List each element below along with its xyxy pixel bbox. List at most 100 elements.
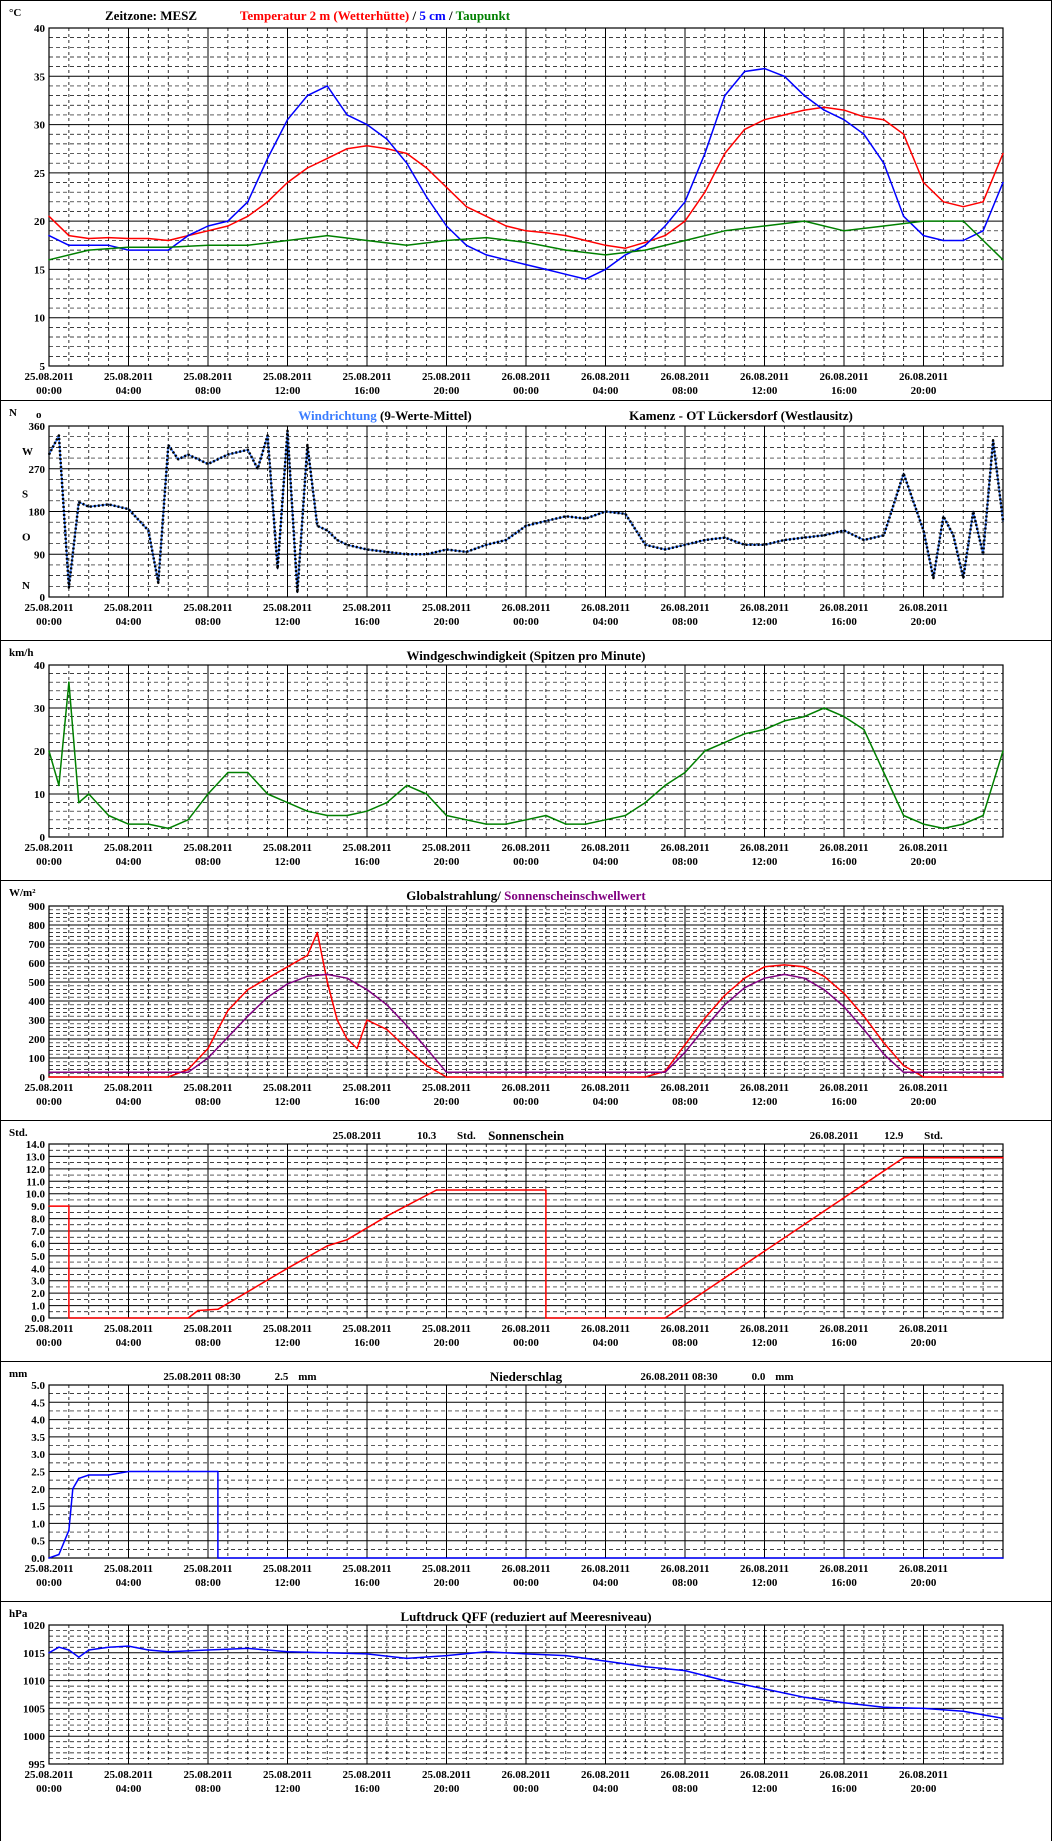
x-tick-time: 16:00 (831, 856, 857, 868)
y-tick-label: 40 (34, 660, 46, 672)
data-point (485, 236, 488, 239)
data-point (316, 931, 319, 934)
x-tick-date: 25.08.2011 (104, 1769, 153, 1781)
x-tick-date: 25.08.2011 (422, 842, 471, 854)
data-point (863, 539, 865, 541)
data-point (266, 201, 269, 203)
y-tick-label: 1020 (23, 1620, 46, 1632)
data-point (88, 244, 90, 247)
data-point (48, 1076, 50, 1078)
data-point (932, 577, 935, 579)
x-tick-date: 25.08.2011 (184, 842, 233, 854)
data-point (346, 977, 348, 979)
x-tick-date: 25.08.2011 (422, 371, 471, 383)
x-tick-date: 26.08.2011 (740, 1769, 789, 1781)
data-point (545, 814, 547, 817)
data-point (88, 237, 90, 240)
unit-label: W/m² (9, 887, 36, 899)
data-point (127, 249, 130, 251)
data-point (68, 234, 70, 237)
data-point (823, 707, 825, 709)
data-point (406, 553, 408, 556)
data-point (48, 1071, 50, 1074)
x-tick-time: 16:00 (354, 1577, 380, 1589)
x-tick-date: 25.08.2011 (25, 371, 74, 383)
data-point (565, 515, 567, 518)
data-point (545, 1317, 547, 1319)
y-tick-label: 13.0 (26, 1151, 46, 1163)
x-tick-date: 25.08.2011 (104, 1563, 153, 1575)
data-point (525, 241, 527, 244)
x-tick-time: 12:00 (752, 1783, 778, 1795)
compass-label: S (22, 489, 28, 501)
data-point (485, 823, 488, 825)
data-point (157, 582, 160, 584)
x-tick-time: 00:00 (513, 1783, 539, 1795)
data-point (485, 215, 488, 218)
data-point (207, 793, 209, 795)
data-point (306, 167, 309, 169)
data-point (803, 536, 806, 539)
data-point (604, 1660, 607, 1662)
data-point (356, 1047, 358, 1050)
data-point (505, 539, 507, 541)
data-point (485, 544, 488, 546)
x-tick-time: 20:00 (911, 385, 937, 397)
data-point (386, 551, 388, 553)
data-point (763, 67, 766, 70)
x-tick-time: 00:00 (36, 385, 62, 397)
data-point (783, 539, 786, 541)
y-tick-label: 400 (29, 996, 46, 1008)
data-point (207, 244, 209, 247)
data-point (624, 814, 627, 817)
data-point (107, 1474, 110, 1476)
data-point (763, 225, 766, 227)
data-point (942, 239, 945, 242)
x-tick-date: 26.08.2011 (661, 842, 710, 854)
data-point (68, 1529, 70, 1532)
x-tick-time: 04:00 (593, 1096, 619, 1108)
unit-label: °C (9, 7, 21, 19)
unit-label: km/h (9, 647, 33, 659)
data-point (803, 1696, 806, 1699)
x-tick-time: 16:00 (354, 385, 380, 397)
x-tick-date: 25.08.2011 (263, 371, 312, 383)
data-point (1002, 750, 1004, 752)
x-tick-time: 16:00 (354, 616, 380, 628)
data-point (48, 234, 50, 237)
data-point (127, 246, 130, 248)
data-point (704, 750, 706, 752)
data-point (227, 225, 229, 227)
data-point (167, 444, 170, 446)
data-point (207, 1057, 209, 1059)
x-tick-time: 00:00 (36, 1783, 62, 1795)
data-point (266, 793, 269, 795)
data-point (505, 1071, 507, 1074)
x-tick-time: 04:00 (593, 856, 619, 868)
data-point (207, 1047, 209, 1050)
data-point (88, 1649, 90, 1651)
data-point (525, 1076, 527, 1078)
x-tick-date: 26.08.2011 (740, 1082, 789, 1094)
data-point (704, 152, 706, 155)
data-point (803, 966, 806, 968)
data-point (505, 1076, 507, 1078)
data-point (465, 1076, 468, 1078)
data-point (48, 1205, 50, 1207)
y-tick-label: 800 (29, 920, 46, 932)
data-point (167, 249, 170, 251)
data-point (217, 1470, 219, 1473)
x-tick-date: 25.08.2011 (25, 842, 74, 854)
data-point (366, 1653, 368, 1655)
data-point (604, 819, 607, 821)
data-point (545, 1071, 547, 1074)
annotation: 25.08.2011 (333, 1130, 382, 1142)
data-point (763, 966, 766, 968)
data-point (883, 1706, 885, 1709)
data-point (386, 1004, 388, 1006)
data-point (644, 249, 647, 251)
data-point (256, 468, 259, 470)
data-point (58, 1553, 60, 1556)
series-line-1 (48, 1645, 1004, 1720)
x-tick-date: 25.08.2011 (104, 842, 153, 854)
